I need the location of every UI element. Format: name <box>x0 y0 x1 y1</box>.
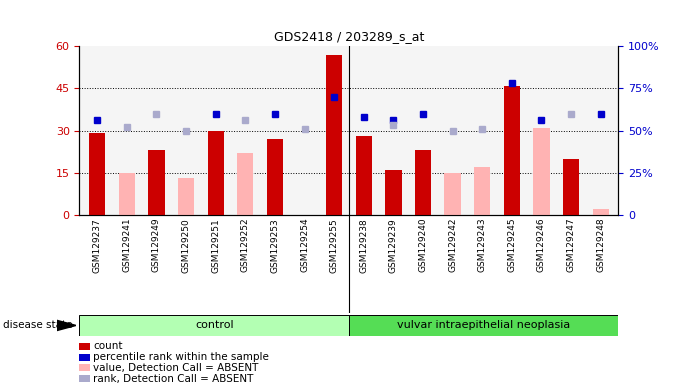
Text: rank, Detection Call = ABSENT: rank, Detection Call = ABSENT <box>93 374 254 384</box>
Bar <box>415 150 431 215</box>
Bar <box>349 315 618 336</box>
Text: count: count <box>93 341 123 351</box>
Bar <box>474 167 491 215</box>
Bar <box>207 131 224 215</box>
Text: percentile rank within the sample: percentile rank within the sample <box>93 352 269 362</box>
Bar <box>504 86 520 215</box>
Bar <box>444 173 461 215</box>
Bar <box>385 170 401 215</box>
Title: GDS2418 / 203289_s_at: GDS2418 / 203289_s_at <box>274 30 424 43</box>
Bar <box>237 153 254 215</box>
Text: value, Detection Call = ABSENT: value, Detection Call = ABSENT <box>93 363 258 373</box>
Text: disease state: disease state <box>3 320 73 331</box>
Text: control: control <box>195 320 234 331</box>
Bar <box>89 133 105 215</box>
Bar <box>178 179 194 215</box>
Bar <box>592 209 609 215</box>
Bar <box>79 315 349 336</box>
Bar <box>326 55 342 215</box>
Bar <box>267 139 283 215</box>
Bar <box>149 150 164 215</box>
Polygon shape <box>57 320 76 331</box>
Bar <box>563 159 579 215</box>
Text: vulvar intraepithelial neoplasia: vulvar intraepithelial neoplasia <box>397 320 570 331</box>
Bar <box>533 128 549 215</box>
Bar <box>119 173 135 215</box>
Bar <box>356 136 372 215</box>
